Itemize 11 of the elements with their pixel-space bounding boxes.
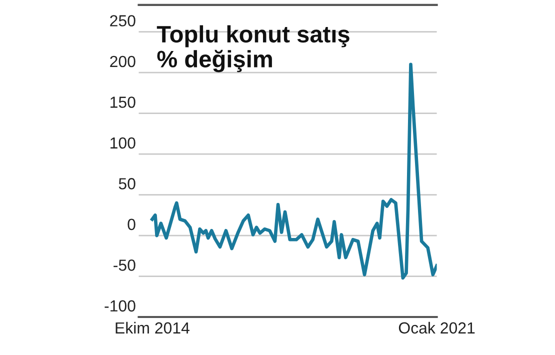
y-tick-label: 50 xyxy=(118,178,136,190)
y-tick-label: 200 xyxy=(110,56,136,68)
y-tick-label: 150 xyxy=(110,96,136,108)
x-tick-label: Ekim 2014 xyxy=(116,322,190,334)
y-tick-label: -50 xyxy=(114,260,136,271)
y-tick-label: 250 xyxy=(110,15,136,26)
y-tick-label: 100 xyxy=(110,137,136,149)
x-tick-label: Ocak 2021 xyxy=(398,322,475,334)
y-tick-label: -100 xyxy=(104,300,136,312)
y-tick-label: 0 xyxy=(128,218,136,230)
text: Toplu konut satış % değişim xyxy=(156,25,350,72)
